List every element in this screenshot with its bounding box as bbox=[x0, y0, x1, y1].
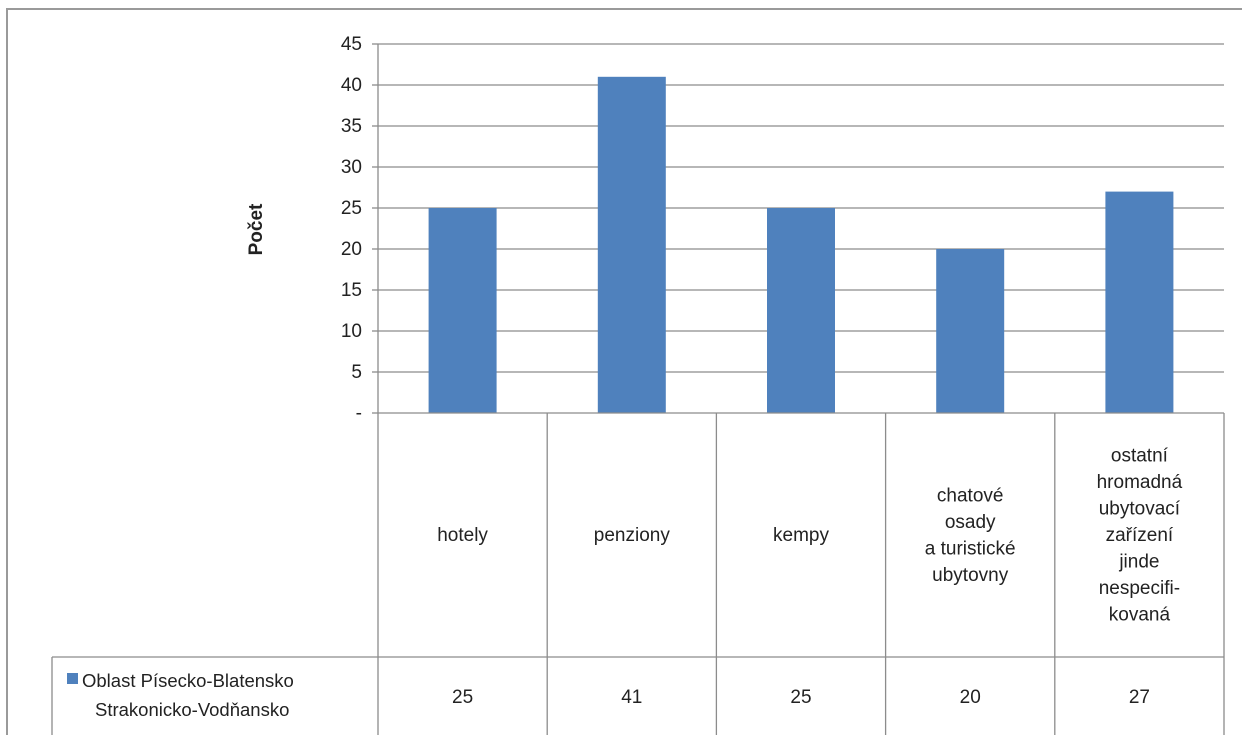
category-label: ostatní bbox=[1111, 446, 1169, 467]
bar-4 bbox=[936, 249, 1005, 413]
y-tick-label: 35 bbox=[341, 116, 362, 137]
y-tick-label: 10 bbox=[341, 321, 362, 342]
bar-2 bbox=[597, 76, 666, 414]
category-label: ubytovací bbox=[1099, 499, 1181, 520]
y-tick-label: 20 bbox=[341, 239, 362, 260]
data-value-label: 25 bbox=[790, 687, 811, 708]
bar-5 bbox=[1105, 191, 1174, 413]
y-tick-label: 15 bbox=[341, 280, 362, 301]
category-label: chatové bbox=[937, 485, 1004, 506]
category-label: jinde bbox=[1118, 552, 1159, 573]
y-tick-label: 40 bbox=[341, 75, 362, 96]
y-tick-label: 25 bbox=[341, 198, 362, 219]
legend-key bbox=[67, 673, 78, 684]
data-value-label: 20 bbox=[960, 687, 981, 708]
category-label: ubytovny bbox=[932, 565, 1009, 586]
category-label: penziony bbox=[594, 525, 671, 546]
category-label: a turistické bbox=[925, 538, 1016, 559]
data-value-label: 27 bbox=[1129, 687, 1150, 708]
legend-label: Strakonicko-Vodňansko bbox=[95, 699, 289, 720]
bar-3 bbox=[767, 208, 835, 413]
legend-label: Oblast Písecko-Blatensko bbox=[82, 670, 294, 691]
y-tick-label: 30 bbox=[341, 157, 362, 178]
y-tick-label: - bbox=[356, 403, 362, 424]
category-label: zařízení bbox=[1106, 525, 1174, 546]
y-axis-title: Počet bbox=[246, 203, 267, 255]
data-value-label: 41 bbox=[621, 687, 642, 708]
category-label: osady bbox=[945, 512, 996, 533]
bar-1 bbox=[428, 208, 497, 413]
category-label: hromadná bbox=[1097, 472, 1183, 493]
category-label: kovaná bbox=[1109, 605, 1171, 626]
y-tick-label: 5 bbox=[351, 362, 362, 383]
category-label: nespecifi- bbox=[1099, 578, 1180, 599]
category-label: hotely bbox=[437, 525, 488, 546]
y-tick-label: 45 bbox=[341, 34, 362, 55]
data-value-label: 25 bbox=[452, 687, 473, 708]
category-label: kempy bbox=[773, 525, 829, 546]
